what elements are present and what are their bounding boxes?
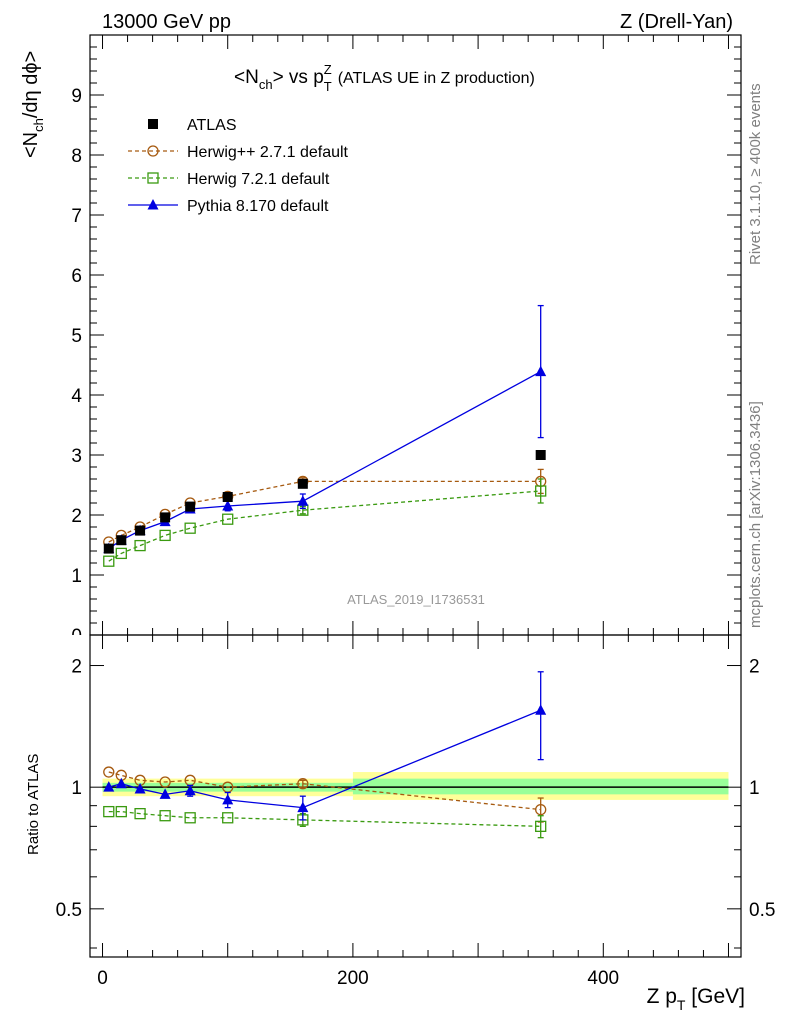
header-left: 13000 GeV pp — [102, 11, 231, 33]
legend-label-atlas: ATLAS — [187, 117, 237, 134]
title-rest: > vs p — [273, 67, 324, 88]
legend-marker-pythia-8-170-default — [147, 199, 159, 210]
xlabel-unit: [GeV] — [685, 985, 745, 1008]
main-point-herwig-7-2-1-default — [103, 555, 115, 567]
main-point-atlas — [116, 535, 127, 546]
ratio-point-pythia-8-170-default — [297, 801, 309, 813]
xlabel: Z pT [GeV] — [647, 985, 745, 1013]
ratio-y-tick-label-right: 1 — [749, 778, 760, 799]
ratio-point-pythia-8-170-default — [159, 788, 171, 799]
y-tick-label: 1 — [71, 566, 82, 587]
x-tick-label: 0 — [97, 968, 108, 989]
title-sub-t: T — [324, 79, 332, 94]
xlabel-sub: T — [677, 997, 686, 1013]
legend-marker-herwig-7-2-1-default — [147, 172, 159, 184]
y-tick-label-zero: 0 — [71, 626, 82, 647]
title-main: <N — [234, 67, 259, 88]
ratio-point-herwig-2-7-1-default — [103, 766, 115, 778]
main-point-atlas — [535, 450, 546, 460]
main-line-herwig-7-2-1-default — [108, 490, 541, 562]
main-point-herwig-7-2-1-default — [115, 547, 127, 560]
ratio-point-herwig-7-2-1-default — [159, 810, 171, 822]
ratio-line-herwig-2-7-1-default — [108, 771, 541, 811]
legend-marker-atlas — [148, 119, 158, 129]
x-tick-label: 400 — [587, 968, 619, 989]
ratio-point-herwig-2-7-1-default — [159, 776, 171, 788]
ratio-y-tick-label-right: 0.5 — [749, 900, 775, 921]
mcplots-label: mcplots.cern.ch [arXiv:1306.3436] — [747, 401, 764, 628]
ratio-point-herwig-7-2-1-default — [184, 812, 196, 824]
main-point-atlas — [297, 478, 308, 489]
ratio-point-pythia-8-170-default — [184, 784, 196, 796]
xlabel-main: Z p — [647, 985, 677, 1008]
y-tick-label: 2 — [71, 506, 82, 527]
main-point-herwig-7-2-1-default — [184, 522, 196, 534]
y-tick-label: 6 — [71, 266, 82, 287]
y-tick-label: 3 — [71, 446, 82, 467]
main-line-pythia-8-170-default — [108, 371, 542, 550]
main-point-herwig-7-2-1-default — [159, 529, 171, 542]
legend-label-pythia-8-170-default: Pythia 8.170 default — [187, 198, 329, 215]
ratio-point-herwig-7-2-1-default — [222, 812, 234, 824]
ratio-point-pythia-8-170-default — [134, 782, 146, 794]
title-sup: Z — [324, 62, 332, 77]
legend-label-herwig-2-7-1-default: Herwig++ 2.7.1 default — [187, 144, 349, 161]
main-point-pythia-8-170-default — [222, 500, 234, 511]
y-tick-label: 8 — [71, 146, 82, 167]
ratio-point-herwig-7-2-1-default — [535, 820, 547, 832]
legend-label-herwig-7-2-1-default: Herwig 7.2.1 default — [187, 171, 330, 188]
main-point-atlas — [135, 525, 146, 536]
ratio-point-herwig-2-7-1-default — [535, 803, 547, 816]
ratio-y-tick-label-right: 2 — [749, 657, 760, 678]
main-point-atlas — [185, 501, 196, 512]
legend-marker-herwig-2-7-1-default — [147, 145, 159, 157]
ratio-y-tick-label: 0.5 — [56, 900, 82, 921]
main-point-atlas — [222, 492, 233, 502]
main-point-herwig-7-2-1-default — [222, 513, 234, 525]
ratio-point-herwig-7-2-1-default — [103, 805, 115, 818]
main-point-pythia-8-170-default — [535, 365, 547, 377]
ratio-y-tick-label: 2 — [71, 657, 82, 678]
legend: ATLAS Herwig++ 2.7.1 default Herwig 7.2.1 … — [128, 117, 349, 215]
main-axes: 1 2 3 4 5 6 7 8 9 0 — [71, 34, 741, 647]
main-point-atlas — [160, 512, 171, 523]
ratio-plot-frame — [89, 634, 742, 958]
y-tick-label: 9 — [71, 86, 82, 107]
ratio-point-herwig-2-7-1-default — [297, 778, 309, 790]
main-point-herwig-7-2-1-default — [535, 485, 547, 497]
ratio-marks — [103, 671, 547, 839]
main-ylabel: <Nch/dη dϕ> — [20, 51, 46, 158]
ratio-point-herwig-7-2-1-default — [134, 808, 146, 820]
y-tick-label: 5 — [71, 326, 82, 347]
main-line-herwig-2-7-1-default — [108, 480, 541, 543]
ratio-axes: 0 200 400 0.5 0.5 1 1 2 2 — [56, 635, 775, 989]
title-sub-ch: ch — [259, 77, 273, 92]
y-tick-label: 7 — [71, 206, 82, 227]
title-paren: (ATLAS UE in Z production) — [338, 70, 535, 87]
ratio-point-herwig-7-2-1-default — [115, 805, 127, 818]
ratio-ylabel: Ratio to ATLAS — [25, 754, 42, 855]
x-tick-label: 200 — [337, 968, 369, 989]
ratio-point-pythia-8-170-default — [535, 704, 547, 715]
plot-title: <Nch> vs pTZ (ATLAS UE in Z production) — [234, 62, 535, 94]
rivet-label: Rivet 3.1.10, ≥ 400k events — [747, 83, 764, 265]
main-point-herwig-7-2-1-default — [134, 539, 146, 552]
header-right: Z (Drell-Yan) — [620, 11, 733, 33]
ratio-line-herwig-7-2-1-default — [108, 810, 541, 827]
ratio-point-pythia-8-170-default — [115, 777, 127, 789]
y-tick-label: 4 — [71, 386, 82, 407]
watermark: ATLAS_2019_I1736531 — [347, 592, 485, 607]
ratio-point-pythia-8-170-default — [103, 781, 115, 792]
main-marks — [103, 304, 547, 567]
main-point-atlas — [103, 543, 114, 554]
ratio-y-tick-label: 1 — [71, 778, 82, 799]
ratio-point-pythia-8-170-default — [222, 793, 234, 805]
main-point-pythia-8-170-default — [297, 495, 309, 506]
